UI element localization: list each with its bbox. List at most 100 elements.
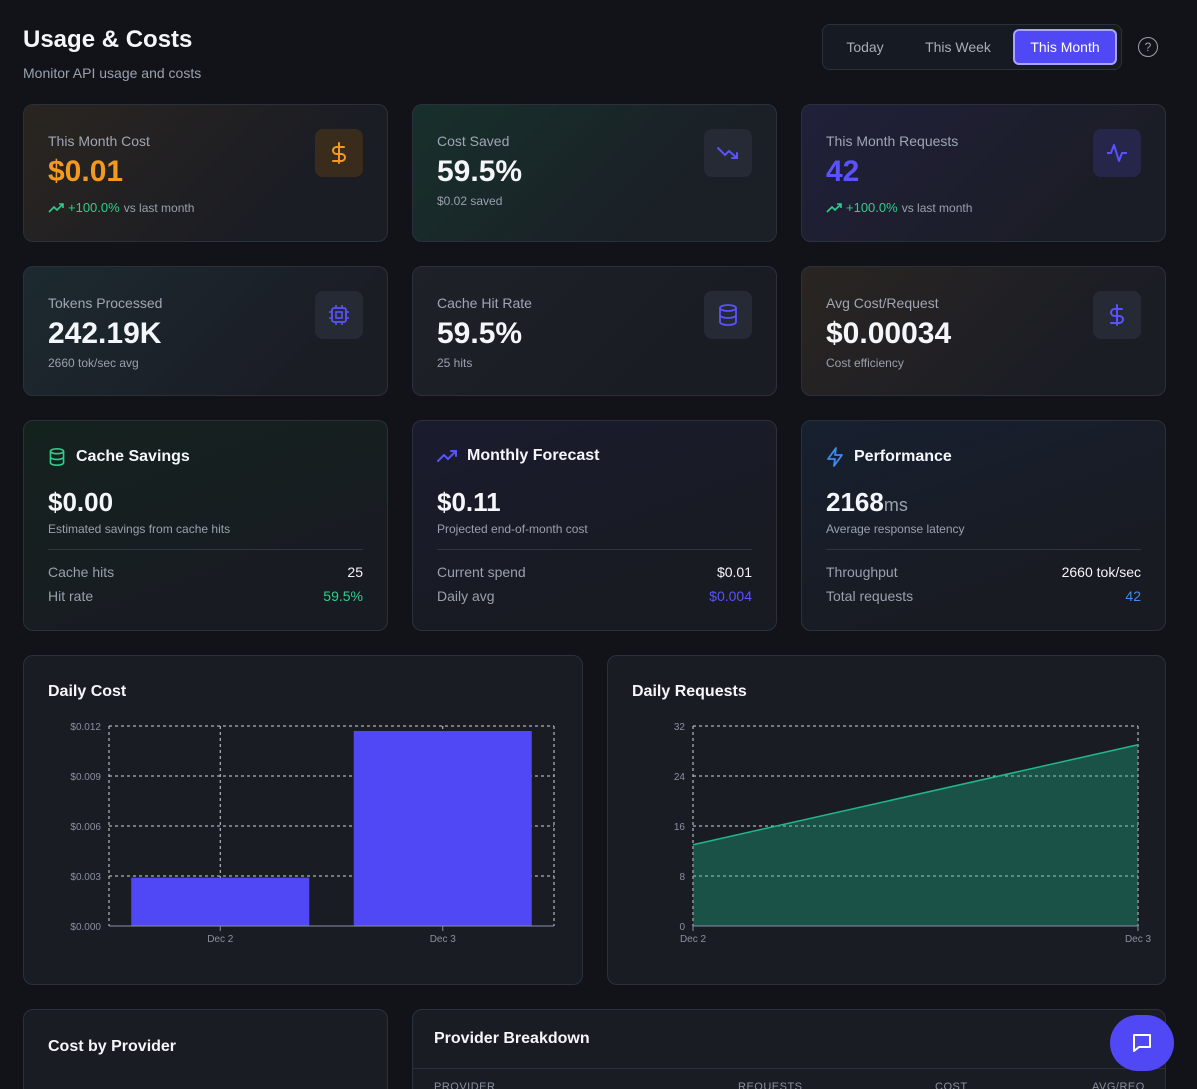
detail-value: 42: [1125, 588, 1141, 604]
detail-row: Cache hits 25: [48, 564, 363, 580]
card-description: Average response latency: [826, 522, 965, 536]
monthly-forecast-card: Monthly Forecast $0.11 Projected end-of-…: [412, 420, 777, 631]
daily-cost-chart-card: Daily Cost $0.000 $0.003 $0.006 $0.009 $0.01…: [23, 655, 583, 985]
stat-sub: 25 hits: [437, 356, 473, 370]
divider: [826, 549, 1141, 550]
divider: [437, 549, 752, 550]
stat-label: Cost Saved: [437, 133, 510, 149]
y-tick-label: 32: [674, 722, 686, 733]
card-title: Cache Savings: [48, 447, 190, 467]
x-tick-label: Dec 2: [680, 934, 707, 945]
stat-card-month-cost: This Month Cost $0.01 +100.0% vs last mo…: [23, 104, 388, 242]
stat-change-suffix: vs last month: [123, 200, 195, 215]
stat-change-value: +100.0%: [846, 200, 898, 215]
provider-breakdown-card: Provider Breakdown PROVIDER REQUESTS COS…: [412, 1009, 1166, 1089]
stat-value: 242.19K: [48, 317, 162, 350]
daily-requests-chart: 0 8 16 24 32 Dec 2 Dec 3: [674, 722, 1152, 945]
y-tick-label: 24: [674, 772, 686, 783]
card-title-text: Monthly Forecast: [467, 447, 600, 464]
divider: [48, 549, 363, 550]
stat-card-avg-cost: Avg Cost/Request $0.00034 Cost efficienc…: [801, 266, 1166, 396]
detail-key: Throughput: [826, 564, 898, 580]
card-value: $0.00: [48, 487, 114, 517]
cost-by-provider-card: Cost by Provider: [23, 1009, 388, 1089]
series-line[interactable]: [692, 744, 1139, 846]
detail-value: 2660 tok/sec: [1061, 564, 1141, 580]
stat-label: This Month Requests: [826, 133, 959, 149]
stat-value: $0.01: [48, 155, 124, 188]
chat-icon: [1133, 1034, 1151, 1052]
latency-unit: ms: [883, 495, 908, 515]
database-icon: [49, 448, 65, 466]
y-tick-label: 0: [679, 922, 685, 933]
y-tick-label: $0.006: [70, 822, 101, 833]
stat-sub: 2660 tok/sec avg: [48, 356, 139, 370]
detail-key: Hit rate: [48, 588, 94, 604]
page-header: Usage & Costs Monitor API usage and cost…: [23, 26, 201, 81]
chart-title: Daily Requests: [632, 683, 747, 700]
card-title: Performance: [826, 447, 952, 467]
y-tick-label: 8: [679, 872, 685, 883]
help-icon[interactable]: ?: [1138, 37, 1158, 57]
bar[interactable]: [131, 877, 310, 926]
trending-up-icon: [826, 202, 842, 213]
stat-card-month-requests: This Month Requests 42 +100.0% vs last m…: [801, 104, 1166, 242]
x-tick-label: Dec 2: [207, 934, 234, 945]
range-this-month-button[interactable]: This Month: [1013, 29, 1117, 65]
column-header-avg-req: AVG/REQ: [1092, 1081, 1145, 1089]
x-tick-label: Dec 3: [1125, 934, 1152, 945]
stat-change: +100.0% vs last month: [48, 200, 194, 215]
card-title-text: Cache Savings: [76, 448, 190, 465]
y-tick-label: $0.009: [70, 772, 101, 783]
detail-key: Daily avg: [437, 588, 495, 604]
detail-row: Current spend $0.01: [437, 564, 752, 580]
x-tick-label: Dec 3: [430, 934, 457, 945]
detail-value: 25: [347, 564, 363, 580]
chat-button[interactable]: [1110, 1015, 1174, 1071]
detail-row: Hit rate 59.5%: [48, 588, 363, 604]
database-icon: [704, 291, 752, 339]
card-value: $0.11: [437, 487, 501, 517]
trending-up-icon: [48, 202, 64, 213]
detail-value: $0.01: [716, 564, 752, 580]
detail-key: Total requests: [826, 588, 914, 604]
page-title: Usage & Costs: [23, 26, 193, 53]
performance-card: Performance 2168ms Average response late…: [801, 420, 1166, 631]
stat-card-cache-hit: Cache Hit Rate 59.5% 25 hits: [412, 266, 777, 396]
detail-row: Total requests 42: [826, 588, 1141, 604]
bar[interactable]: [353, 731, 532, 926]
detail-value: $0.004: [709, 588, 752, 604]
time-range-selector: Today This Week This Month: [822, 24, 1122, 70]
cpu-icon: [315, 291, 363, 339]
stat-label: This Month Cost: [48, 133, 150, 149]
detail-key: Cache hits: [48, 564, 115, 580]
activity-icon: [1093, 129, 1141, 177]
daily-cost-chart: $0.000 $0.003 $0.006 $0.009 $0.012 Dec 2 Dec 3: [70, 722, 555, 945]
card-description: Projected end-of-month cost: [437, 522, 588, 536]
detail-value: 59.5%: [323, 588, 363, 604]
y-tick-label: $0.000: [70, 922, 101, 933]
stat-label: Cache Hit Rate: [437, 295, 532, 311]
trending-down-icon: [704, 129, 752, 177]
card-title: Provider Breakdown: [434, 1030, 590, 1047]
latency-value: 2168: [826, 487, 884, 517]
lightning-icon: [827, 447, 843, 467]
detail-key: Current spend: [437, 564, 526, 580]
card-title: Monthly Forecast: [437, 447, 599, 465]
range-this-week-button[interactable]: This Week: [925, 39, 991, 55]
y-tick-label: 16: [674, 822, 686, 833]
range-today-button[interactable]: Today: [846, 39, 884, 55]
chart-title: Daily Cost: [48, 683, 127, 700]
card-title-text: Performance: [854, 448, 952, 465]
stat-card-cost-saved: Cost Saved 59.5% $0.02 saved: [412, 104, 777, 242]
card-title: Cost by Provider: [48, 1038, 177, 1055]
stat-value: $0.00034: [826, 317, 952, 350]
stat-change-suffix: vs last month: [901, 200, 973, 215]
stat-change-value: +100.0%: [68, 200, 120, 215]
stat-sub: $0.02 saved: [437, 194, 503, 208]
dollar-icon: [1093, 291, 1141, 339]
column-header-cost: COST: [935, 1081, 968, 1089]
stat-change: +100.0% vs last month: [826, 200, 972, 215]
stat-sub: Cost efficiency: [826, 356, 904, 370]
area-fill: [693, 744, 1138, 926]
